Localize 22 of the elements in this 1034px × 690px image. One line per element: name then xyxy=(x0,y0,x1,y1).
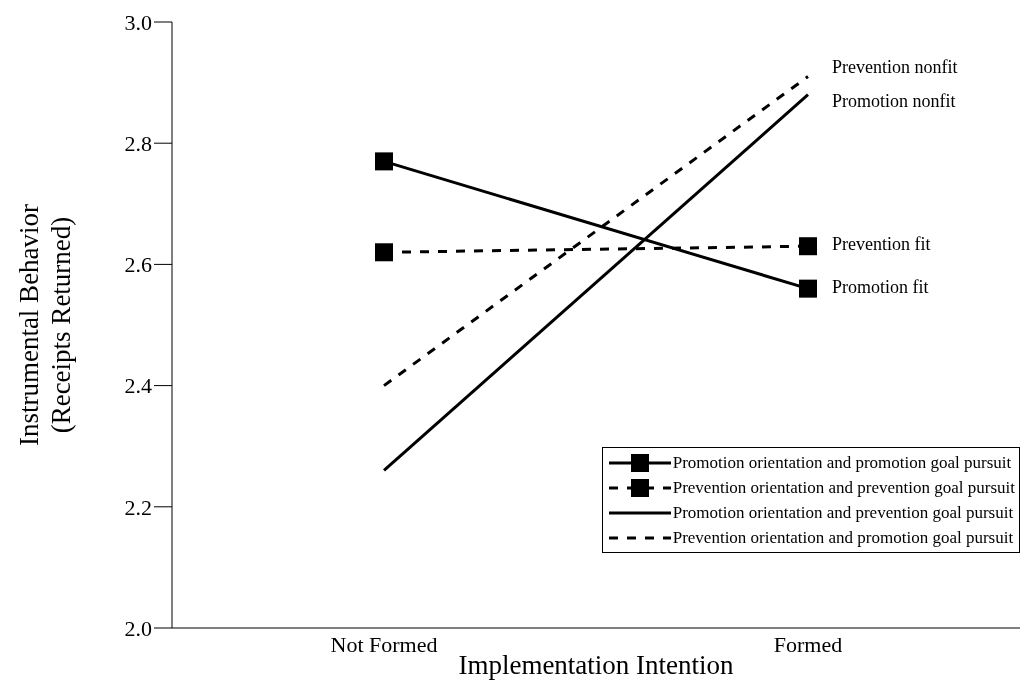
x-tick-label: Not Formed xyxy=(330,631,438,657)
x-tick-label: Formed xyxy=(773,631,843,657)
y-tick-label: 3.0 xyxy=(124,9,152,35)
legend-label: Promotion orientation and prevention goal pursuit xyxy=(672,502,1014,524)
annotation: Promotion fit xyxy=(832,276,929,297)
point xyxy=(375,152,393,171)
point xyxy=(799,237,817,256)
y-tick-label: 2.0 xyxy=(124,615,152,641)
legend-label: Promotion orientation and promotion goal pursuit xyxy=(672,452,1012,474)
y-axis-title: Instrumental Behavior (Receipts Returned) xyxy=(14,203,76,447)
x-axis-title: Implementation Intention xyxy=(458,650,735,680)
y-tick-label: 2.8 xyxy=(124,131,152,157)
y-tick-label: 2.2 xyxy=(124,494,152,520)
y-tick-label: 2.4 xyxy=(124,373,152,399)
annotation: Promotion nonfit xyxy=(832,90,956,111)
legend-label: Prevention orientation and prevention goal pursuit xyxy=(672,477,1015,499)
y-tick-label: 2.6 xyxy=(124,252,152,278)
annotation: Prevention fit xyxy=(832,234,931,255)
point xyxy=(799,279,817,298)
annotation: Prevention nonfit xyxy=(832,56,958,77)
legend-label: Prevention orientation and promotion goal pursuit xyxy=(672,527,1014,549)
point xyxy=(375,243,393,262)
